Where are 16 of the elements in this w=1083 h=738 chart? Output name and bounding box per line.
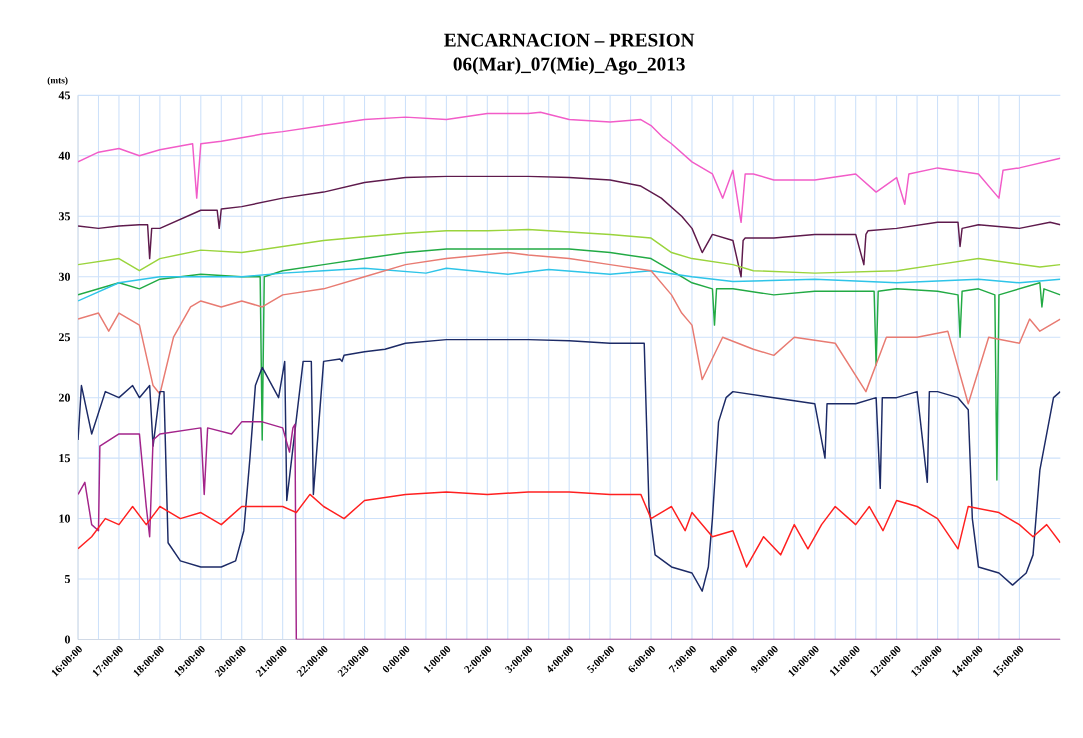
y-tick-label: 45 xyxy=(58,91,71,100)
y-tick-label: 40 xyxy=(58,151,71,161)
y-tick-label: 30 xyxy=(58,272,71,282)
line-series xyxy=(78,252,1061,405)
chart-title: ENCARNACION – PRESION xyxy=(444,33,695,47)
y-tick-label: 35 xyxy=(58,212,71,221)
y-axis-title: (mts) xyxy=(47,77,68,86)
y-tick-label: 5 xyxy=(64,575,71,584)
line-series xyxy=(78,491,1061,568)
y-tick-label: 20 xyxy=(58,393,71,402)
y-tick-label: 15 xyxy=(59,454,71,463)
y-tick-label: 0 xyxy=(64,635,71,644)
y-tick-label: 25 xyxy=(58,333,71,342)
y-tick-label: 10 xyxy=(59,514,71,523)
line-series xyxy=(78,267,1061,302)
chart-subtitle: 06(Mar)_07(Mie)_Ago_2013 xyxy=(453,57,685,75)
